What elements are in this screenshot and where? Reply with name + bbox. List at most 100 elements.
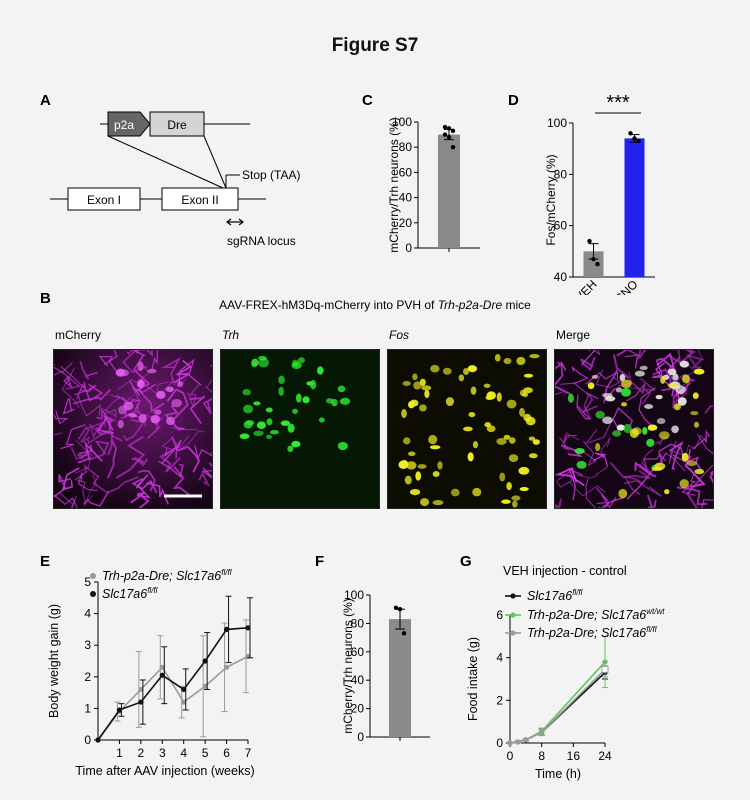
cell [528,453,538,459]
cell [664,489,670,495]
cell [409,399,419,407]
cell [424,389,430,399]
fiber [559,434,578,451]
fiber [145,380,175,395]
x-tick-label: 3 [159,746,166,760]
fiber [651,360,665,379]
cell [147,368,157,374]
x-tick-label: 7 [245,746,252,760]
cell [287,445,294,452]
fiber [600,437,611,460]
cell [467,365,478,373]
cell [686,460,697,467]
fiber [595,487,617,508]
y-tick-label: 0 [357,730,364,744]
exon-2-label: Exon II [181,193,218,207]
bar [438,134,460,248]
legend-label-superscript: fl/fl [221,568,231,577]
data-point [393,605,399,610]
cell [428,434,438,445]
y-tick-label: 60 [351,645,365,659]
micrograph-mcherry [53,349,213,509]
cell [660,376,666,384]
x-tick-label: 24 [598,749,612,763]
fiber [685,434,708,455]
fiber [115,435,146,479]
fiber [609,461,651,480]
cell [679,360,690,368]
fiber [626,452,663,500]
cell [177,381,184,387]
cell [615,387,623,393]
channel-label-fos: Fos [389,328,410,342]
data-point [515,739,521,745]
cell [266,418,273,426]
y-tick-label: 4 [496,651,503,665]
data-point [523,737,529,743]
fiber [137,469,156,492]
cell [518,466,530,475]
fiber [54,474,72,498]
x-axis-label: Time (h) [535,767,581,781]
x-tick-label: 1 [116,746,123,760]
cell [432,499,444,506]
y-tick-label: 80 [351,616,365,630]
cell [483,383,491,388]
fiber [103,350,118,366]
cell [316,366,324,375]
fiber [98,356,119,374]
cell [419,404,427,412]
cell [679,479,689,489]
fiber [616,350,628,357]
cell [595,410,605,419]
series-line [97,627,249,741]
panel-letter-b: B [40,290,51,307]
cell [587,382,595,390]
cell [523,387,533,394]
data-point [450,128,456,134]
cell [445,397,455,407]
cell [692,392,699,400]
cell [654,462,666,470]
cell [165,416,175,426]
cell [656,418,666,425]
fiber [562,432,580,444]
fiber [77,440,103,464]
fiber [560,444,583,458]
y-axis-label: mCherry/Trh neurons (%) [387,117,401,253]
cell [508,454,519,462]
significance-stars: *** [606,92,630,114]
data-point [446,126,452,131]
mcherry-cells [54,350,212,508]
dre-box [149,111,205,137]
cell [508,437,516,444]
y-tick-label: 100 [344,588,364,602]
fiber [161,435,190,450]
cell [472,441,479,449]
panel-letter-g: G [460,553,472,570]
fiber [692,429,711,450]
fiber [72,388,111,405]
cell [468,412,476,418]
cell [532,439,540,445]
legend-label-superscript: wt/wt [646,607,665,616]
cell [402,380,411,386]
y-axis-label: Body weight gain (g) [47,604,61,718]
y-axis-label: mCherry/Trh neurons (%) [341,598,355,734]
cell [621,379,632,389]
cell [639,365,648,371]
cell [574,448,585,454]
cell [292,359,299,367]
fiber [576,466,609,479]
cell [156,390,166,399]
cell [501,499,511,504]
fiber [555,391,563,395]
micrograph-merge [554,349,714,509]
cell [499,472,506,482]
cell [412,373,418,381]
cell [318,417,325,423]
legend-marker [90,591,96,597]
legend-label: Trh-p2a-Dre; Slc17a6fl/fl [102,568,232,583]
cell [123,401,134,411]
